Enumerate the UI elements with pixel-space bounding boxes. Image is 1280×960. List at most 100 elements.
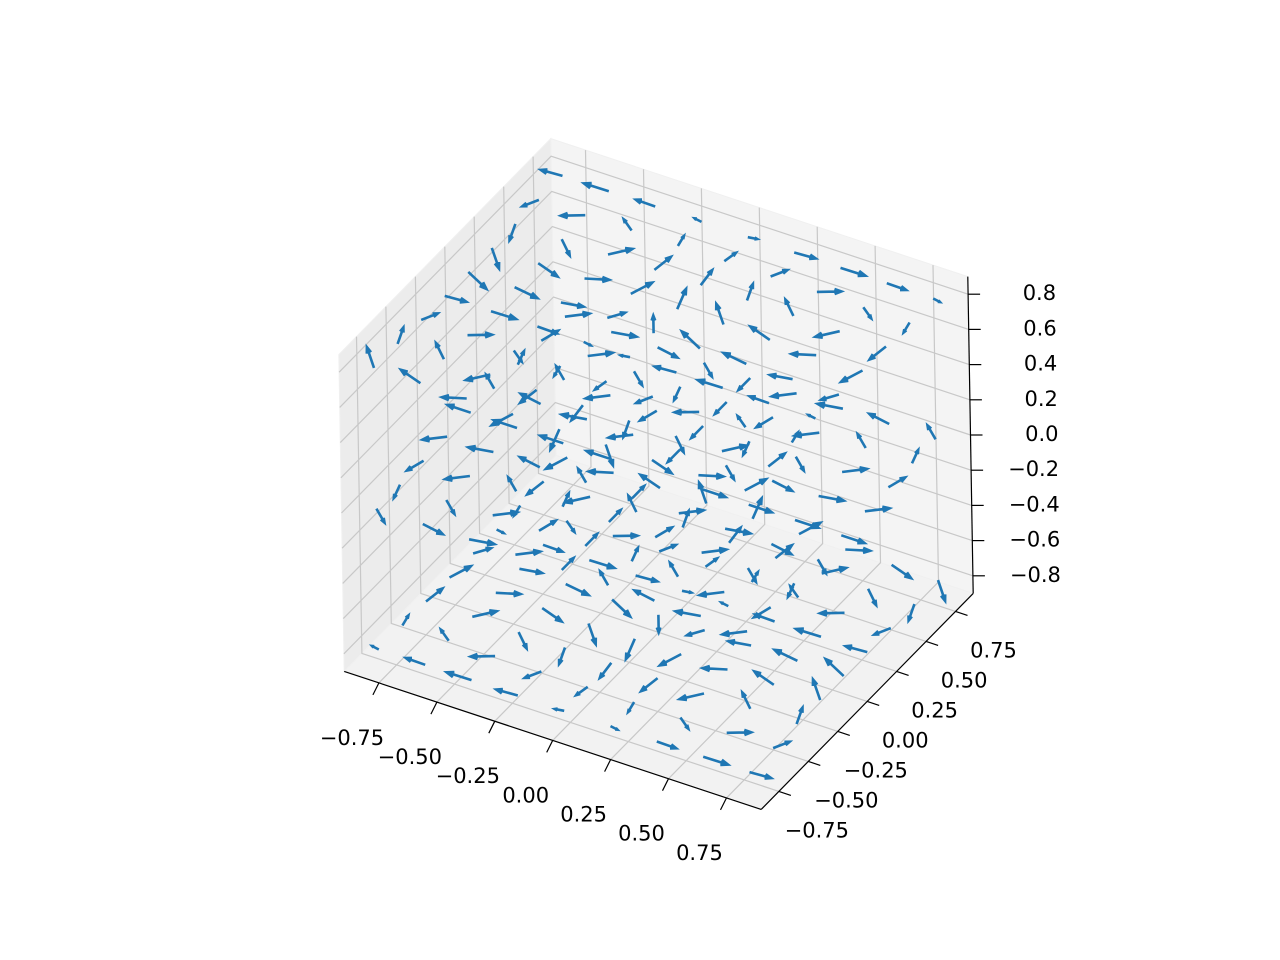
arrow <box>401 612 411 627</box>
grid-line <box>339 225 970 444</box>
arrow <box>772 740 794 750</box>
arrow <box>679 716 691 732</box>
x-tick-label: 0.75 <box>676 841 723 865</box>
arrow <box>637 472 661 490</box>
arrow <box>422 522 447 536</box>
arrow <box>672 386 682 404</box>
arrow <box>517 388 538 406</box>
arrow <box>735 412 747 428</box>
arrow <box>768 391 797 400</box>
arrow <box>718 629 748 638</box>
x-tick <box>488 720 496 734</box>
arrow <box>818 494 848 504</box>
arrow <box>724 464 736 483</box>
arrow <box>518 198 540 208</box>
arrow <box>418 435 448 443</box>
arrow <box>580 181 610 193</box>
arrow <box>837 369 864 384</box>
arrow <box>472 546 495 555</box>
arrow <box>866 588 878 609</box>
arrow <box>604 433 634 441</box>
arrow <box>679 328 701 350</box>
arrow <box>656 652 682 668</box>
arrow <box>560 238 572 259</box>
z-tick-label: −0.4 <box>1009 492 1060 516</box>
arrow <box>582 449 611 460</box>
grid-line <box>342 401 973 620</box>
arrow <box>855 430 867 449</box>
z-tick-label: 0.6 <box>1023 316 1056 340</box>
arrow <box>490 247 501 273</box>
arrow <box>794 456 806 474</box>
arrow <box>681 589 696 595</box>
arrow <box>698 664 728 673</box>
arrow <box>724 638 752 647</box>
grid-line <box>339 190 969 408</box>
arrow <box>747 324 771 341</box>
z-tick-label: −0.6 <box>1009 528 1060 552</box>
arrow <box>607 507 624 523</box>
arrow <box>488 412 514 427</box>
arrow <box>724 527 755 536</box>
arrow <box>584 275 614 284</box>
arrow <box>472 609 501 619</box>
arrow <box>746 395 770 405</box>
arrow <box>588 558 618 570</box>
arrow <box>866 345 887 362</box>
arrow <box>462 373 491 383</box>
arrow <box>845 546 874 555</box>
arrow <box>537 262 561 279</box>
arrow <box>840 534 869 545</box>
arrow <box>671 608 702 618</box>
arrow <box>717 600 729 608</box>
arrow <box>771 648 798 662</box>
arrow <box>584 531 600 547</box>
arrow <box>932 297 944 304</box>
arrow <box>448 564 475 579</box>
arrow <box>631 588 655 602</box>
arrow <box>862 306 874 322</box>
arrow <box>655 614 662 637</box>
arrow <box>793 251 820 261</box>
arrow <box>591 380 608 392</box>
arrow <box>746 567 758 586</box>
arrow <box>636 409 658 423</box>
arrow <box>657 346 681 360</box>
arrow <box>368 644 380 651</box>
z-tick-label: 0.8 <box>1023 281 1056 305</box>
arrow <box>745 280 755 301</box>
y-tick-label: −0.25 <box>844 758 908 782</box>
x-tick-label: 0.25 <box>560 803 607 827</box>
arrow <box>865 412 890 426</box>
arrow <box>597 662 613 681</box>
arrow <box>632 198 656 208</box>
arrow <box>585 468 614 476</box>
arrow <box>444 294 471 304</box>
arrow <box>598 568 610 586</box>
arrow <box>365 343 376 369</box>
arrow <box>697 479 708 504</box>
y-tick-label: 0.25 <box>911 698 958 722</box>
arrow <box>816 558 828 577</box>
arrow <box>581 393 611 402</box>
arrow <box>723 250 739 263</box>
arrow <box>508 223 517 245</box>
arrow <box>676 232 686 247</box>
arrow <box>783 296 795 317</box>
z-tick-label: −0.8 <box>1010 563 1061 587</box>
arrow <box>560 301 588 310</box>
arrow <box>816 287 846 296</box>
arrow <box>402 656 426 667</box>
arrow <box>557 211 586 220</box>
arrow <box>467 270 490 292</box>
arrow <box>748 503 776 514</box>
arrow <box>565 582 592 597</box>
arrow <box>541 607 565 624</box>
arrow <box>506 474 518 492</box>
arrow <box>467 331 496 339</box>
arrow <box>691 216 703 224</box>
arrow <box>720 351 747 366</box>
y-tick-label: −0.75 <box>785 818 849 842</box>
grid-line <box>668 245 882 780</box>
arrow <box>515 548 544 557</box>
